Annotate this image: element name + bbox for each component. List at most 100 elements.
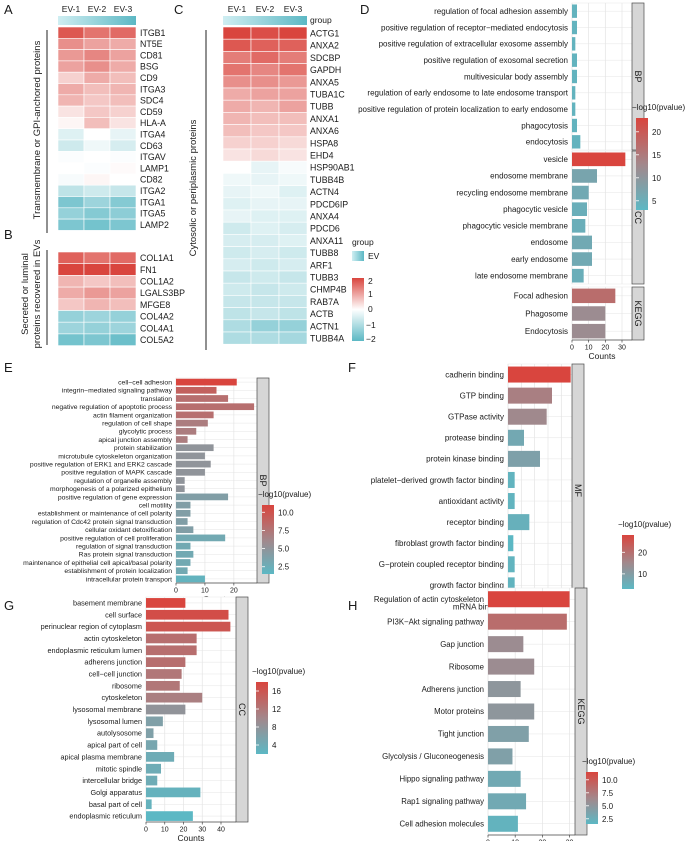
bar xyxy=(146,787,201,798)
panel-label-d: D xyxy=(360,2,369,17)
bar xyxy=(146,645,197,656)
heatmap-cell xyxy=(250,75,280,89)
group-strip-c xyxy=(223,16,307,25)
heatmap-cell xyxy=(109,218,137,231)
bar xyxy=(176,427,197,435)
category-label: Glycolysis / Gluconeogenesis xyxy=(382,752,484,761)
bar xyxy=(176,567,188,575)
heatmap-cell xyxy=(222,173,252,186)
facet-label: BP xyxy=(258,474,268,486)
legend-tick-label: 7.5 xyxy=(602,789,614,798)
heatmap-cell xyxy=(83,196,111,209)
heatmap-row-label: COL5A2 xyxy=(140,335,174,345)
legend-tick-label: 10.0 xyxy=(278,508,294,517)
category-label: early endosome xyxy=(511,255,568,264)
legend-title: −log10(pvalue) xyxy=(252,667,305,676)
bar xyxy=(176,477,185,484)
col-label-ev1: EV-1 xyxy=(228,4,247,14)
x-tick-label: 10 xyxy=(511,840,519,841)
bar xyxy=(572,118,577,133)
legend-tick-label: 8 xyxy=(272,723,277,732)
heatmap-cell xyxy=(57,162,85,175)
heatmap-cell xyxy=(250,209,280,223)
heatmap-cell xyxy=(250,173,280,186)
heatmap-cell xyxy=(250,282,280,296)
heatmap-cell xyxy=(222,87,252,101)
category-label: G−protein coupled receptor binding xyxy=(379,560,504,569)
heatmap-cell xyxy=(250,258,280,272)
bar xyxy=(508,387,552,404)
bar xyxy=(508,514,530,531)
bar xyxy=(176,509,191,517)
heatmap-a-header: EV-1 EV-2 EV-3 xyxy=(62,4,133,14)
heatmap-cell xyxy=(57,184,85,197)
heatmap-cell xyxy=(83,298,111,311)
bar xyxy=(488,658,535,675)
heatmap-cell xyxy=(57,94,85,107)
heatmap-cell xyxy=(278,124,308,138)
facet-label: CC xyxy=(237,703,247,716)
heatmap-row-label: LAMP1 xyxy=(140,163,169,173)
legend-tick-label: 16 xyxy=(272,687,281,696)
category-label: endoplasmic reticulum xyxy=(69,812,142,821)
legend-tick: −1 xyxy=(366,320,376,330)
heatmap-cell xyxy=(57,207,85,220)
heatmap-cell xyxy=(278,295,308,308)
category-label: Ribosome xyxy=(449,662,484,671)
heatmap-cell xyxy=(109,83,137,96)
heatmap-row-label: ANXA4 xyxy=(310,212,339,222)
category-label: apical junction assembly xyxy=(98,437,172,444)
chart-e: cell−cell adhesion integrin−mediated sign… xyxy=(23,377,311,604)
heatmap-cell xyxy=(250,87,280,101)
category-label: positive regulation of MAPK cascade xyxy=(61,470,172,477)
bar xyxy=(508,471,515,488)
x-tick-label: 0 xyxy=(486,840,490,841)
x-tick-label: 30 xyxy=(198,827,206,834)
category-label: cell−cell junction xyxy=(89,670,142,679)
bar xyxy=(572,169,597,183)
x-tick-label: 20 xyxy=(230,588,238,595)
heatmap-cell xyxy=(109,251,137,264)
category-label: positive regulation of receptor−mediated… xyxy=(381,23,568,32)
heatmap-cell xyxy=(250,63,280,77)
heatmap-cell xyxy=(83,139,111,152)
heatmap-cell xyxy=(109,26,137,39)
bar xyxy=(488,725,529,742)
x-tick-label: 10 xyxy=(201,588,209,595)
legend-tick-label: 10 xyxy=(638,570,647,579)
heatmap-row-label: FN1 xyxy=(140,265,157,275)
legend-tick-label: 5.0 xyxy=(602,802,614,811)
category-label: receptor binding xyxy=(447,518,504,527)
heatmap-cell xyxy=(109,321,137,335)
heatmap-cell xyxy=(83,162,111,175)
heatmap-cell xyxy=(222,99,252,113)
category-label: cell surface xyxy=(105,610,142,619)
x-tick-label: 30 xyxy=(566,840,574,841)
x-axis-label: Counts xyxy=(178,833,205,841)
heatmap-row-label: RAB7A xyxy=(310,297,339,307)
category-label: actin cytoskeleton xyxy=(84,634,142,643)
category-label: glycolytic process xyxy=(119,429,173,436)
heatmap-row-label: ANXA6 xyxy=(310,126,339,136)
heatmap-cell xyxy=(83,173,111,186)
heatmap-cell xyxy=(109,263,137,276)
heatmap-row-label: ITGA1 xyxy=(140,197,166,207)
heatmap-row-label: HSP90AB1 xyxy=(310,163,355,173)
heatmap-cell xyxy=(222,63,252,77)
heatmap-cell xyxy=(57,310,85,323)
heatmap-row-label: CD82 xyxy=(140,175,163,185)
bar xyxy=(508,450,540,467)
facet-label: KEGG xyxy=(576,698,586,724)
bar xyxy=(176,403,255,411)
heatmap-cell xyxy=(222,51,252,64)
category-label: regulation of early endosome to late end… xyxy=(367,89,568,98)
heatmap-cell xyxy=(57,218,85,231)
bar xyxy=(176,452,205,460)
category-label: regulation of cell shape xyxy=(102,420,172,427)
panel-label-h: H xyxy=(348,598,357,613)
heatmap-cell xyxy=(83,94,111,107)
heatmap-cell xyxy=(250,112,280,125)
heatmap-cell xyxy=(57,298,85,311)
category-label: regulation of signal transduction xyxy=(76,543,172,550)
